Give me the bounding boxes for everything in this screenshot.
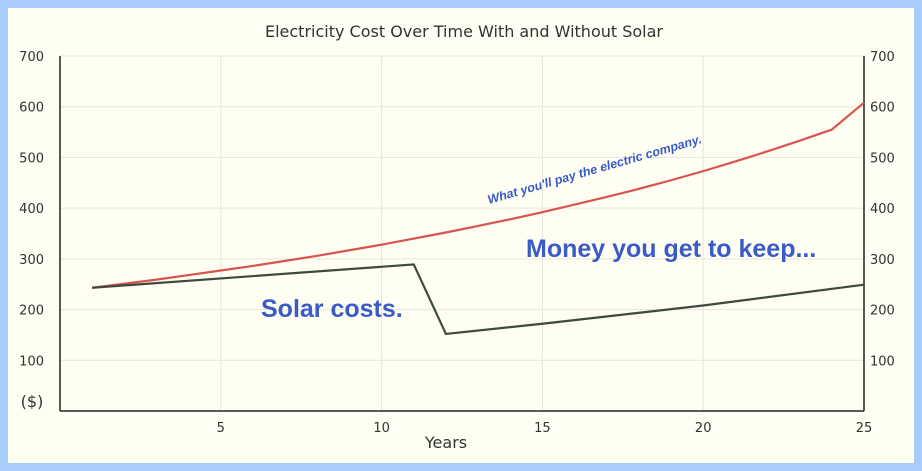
- x-tick-label: 20: [695, 421, 712, 436]
- chart: Electricity Cost Over Time With and With…: [19, 22, 895, 452]
- y-tick-label-left: 100: [19, 354, 44, 369]
- chart-frame: Electricity Cost Over Time With and With…: [8, 8, 914, 463]
- y-tick-label-right: 700: [870, 50, 895, 65]
- x-tick-label: 15: [534, 421, 551, 436]
- series-line-2: [92, 263, 865, 336]
- y-tick-label-left: 200: [19, 304, 44, 319]
- y-tick-label-left: 500: [19, 151, 44, 166]
- chart-title: Electricity Cost Over Time With and With…: [265, 22, 663, 41]
- x-tick-label: 10: [373, 421, 390, 436]
- y-tick-label-right: 600: [870, 101, 895, 116]
- y-tick-label-left: 700: [19, 50, 44, 65]
- tick-labels: 100 200 300 400 500 600 700 100 200 300 400 500 600 7…: [19, 50, 895, 436]
- annotation-solar-costs: Solar costs.: [261, 295, 403, 323]
- grid: [60, 55, 865, 411]
- annotation-electric-company: What you'll pay the electric company.: [486, 132, 703, 207]
- y-tick-label-right: 500: [870, 151, 895, 166]
- series-line-1: [92, 101, 865, 289]
- annotation-money-kept: Money you get to keep...: [526, 235, 816, 263]
- y-tick-label-right: 200: [870, 304, 895, 319]
- y-tick-label-right: 300: [870, 253, 895, 268]
- y-tick-label-left: 400: [19, 202, 44, 217]
- y-tick-label-right: 400: [870, 202, 895, 217]
- y-tick-label-right: 100: [870, 354, 895, 369]
- y-tick-label-left: 600: [19, 101, 44, 116]
- series-lines: [92, 101, 865, 336]
- x-tick-label: 25: [856, 421, 873, 436]
- x-tick-label: 5: [217, 421, 225, 436]
- y-axis-label: ($): [21, 392, 44, 411]
- axes: [59, 56, 865, 412]
- y-tick-label-left: 300: [19, 253, 44, 268]
- x-axis-label: Years: [424, 433, 467, 452]
